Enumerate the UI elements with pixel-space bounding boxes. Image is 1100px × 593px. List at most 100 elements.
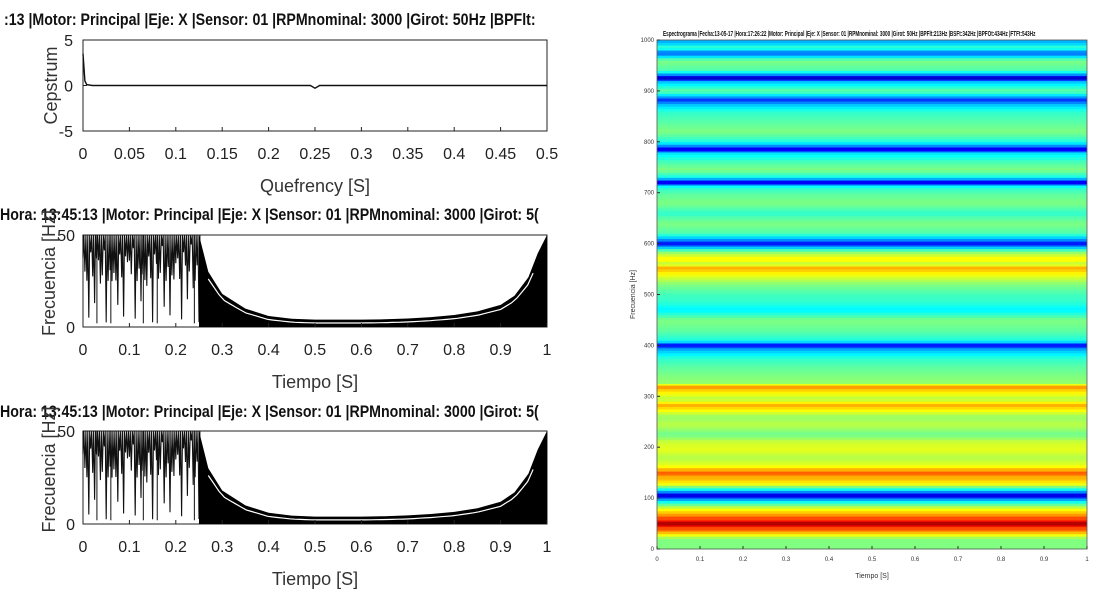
spectrogram-band [657,299,1087,303]
spectrogram-band [657,459,1087,463]
left-figure: :13 |Motor: Principal |Eje: X |Sensor: 0… [0,11,558,589]
spectrogram-band [657,393,1087,397]
tf-2-x-tick-label: 1 [543,539,552,556]
spectrogram-band [657,322,1087,326]
spectrogram-band [657,223,1087,227]
cepstrum-y-tick-label: 0 [64,79,73,96]
spectrogram-band [657,40,1087,43]
tf-1-title: Hora: 13:45:13 |Motor: Principal |Eje: X… [0,206,539,224]
spectrogram-band [657,108,1087,112]
spectrogram-band [657,261,1087,265]
spectrogram-band [657,319,1087,323]
spectrogram-line [657,468,1087,472]
cepstrum-x-label: Quefrency [S] [260,176,370,196]
spectrogram-x-label: Tiempo [S] [855,573,889,580]
spectrogram-band [657,73,1087,77]
tf-2-x-tick-label: 0.1 [118,539,140,556]
tf-2-x-tick-label: 0.8 [443,539,465,556]
spectrogram-band [657,118,1087,122]
spectrogram-band [657,297,1087,300]
spectrogram-band [657,55,1087,59]
spectrogram-band [657,447,1087,451]
cepstrum-title: :13 |Motor: Principal |Eje: X |Sensor: 0… [4,11,536,29]
cepstrum-line [82,53,547,90]
spectrogram-band [657,510,1087,514]
spectrogram-band [657,274,1087,278]
spectrogram-line [657,98,1087,102]
spectrogram-band [657,401,1087,405]
spectrogram-band [657,235,1087,239]
spectrogram-x-tick-label: 0.6 [911,557,920,563]
tf-2-envelope-edge [207,469,534,521]
spectrogram-band [657,284,1087,288]
spectrogram-band [657,406,1087,410]
spectrogram-band [657,286,1087,290]
spectrogram-band [657,116,1087,120]
spectrogram-band [657,195,1087,199]
spectrogram-band [657,487,1087,491]
spectrogram-band [657,353,1087,356]
spectrogram-band [657,398,1087,402]
spectrogram-band [657,543,1087,547]
spectrogram-band [657,442,1087,446]
spectrogram-x-tick-label: 0.9 [1040,557,1049,563]
spectrogram-band [657,411,1087,415]
spectrogram-band [657,218,1087,222]
spectrogram-band [657,538,1087,542]
spectrogram-band [657,360,1087,364]
cepstrum-x-tick-label: 0.4 [443,146,465,163]
tf-1-x-tick-label: 0.1 [118,342,140,359]
tf-1-axes-box [82,234,548,328]
spectrogram-band [657,136,1087,140]
spectrogram-band [657,307,1087,311]
spectrogram-band [657,210,1087,214]
spectrogram-line [657,403,1087,407]
spectrogram-band [657,151,1087,155]
spectrogram-line [657,266,1087,270]
tf-2-envelope-fill [199,431,547,524]
spectrogram-y-tick-label: 600 [644,242,655,248]
tf-2-x-tick-label: 0.6 [350,539,372,556]
spectrogram-band [657,444,1087,448]
spectrogram-band [657,457,1087,461]
spectrogram-band [657,192,1087,196]
spectrogram-band [657,47,1087,51]
cepstrum-x-tick-label: 0.35 [392,146,423,163]
spectrogram-y-tick-label: 100 [644,496,655,502]
spectrogram-band [657,505,1087,509]
spectrogram-band [657,248,1087,252]
spectrogram-band [657,503,1087,507]
spectrogram-y-tick-label: 400 [644,343,655,349]
tf-2-y-tick-label: 50 [57,424,75,441]
spectrogram-band [657,302,1087,306]
spectrogram-band [657,330,1087,334]
spectrogram-band [657,370,1087,374]
spectrogram-x-tick-label: 0.1 [696,557,705,563]
spectrogram-band [657,291,1087,295]
spectrogram-band [657,253,1087,257]
cepstrum-x-tick-label: 0.25 [299,146,330,163]
cepstrum-y-tick-label: 5 [64,33,73,50]
spectrogram-band [657,121,1087,125]
spectrogram-band [657,123,1087,127]
spectrogram-band [657,80,1087,84]
spectrogram-band [657,106,1087,110]
spectrogram-band [657,83,1087,87]
spectrogram-band [657,533,1087,537]
spectrogram-band [657,337,1087,341]
tf-2-y-label: Frecuencia [Hz] [39,406,59,532]
cepstrum-x-tick-label: 0 [79,146,88,163]
spectrogram-band [657,126,1087,130]
cepstrum-x-tick-label: 0.05 [114,146,145,163]
spectrogram-band [657,409,1087,412]
spectrogram-line [657,147,1087,151]
spectrogram-band [657,419,1087,423]
spectrogram-band [657,513,1087,517]
spectrogram-band [657,103,1087,107]
spectrogram-x-tick-label: 0 [655,557,659,563]
spectrogram-y-tick-label: 700 [644,191,655,197]
spectrogram-band [657,332,1087,336]
spectrogram-band [657,256,1087,260]
spectrogram-band [657,269,1087,272]
spectrogram-band [657,139,1087,143]
